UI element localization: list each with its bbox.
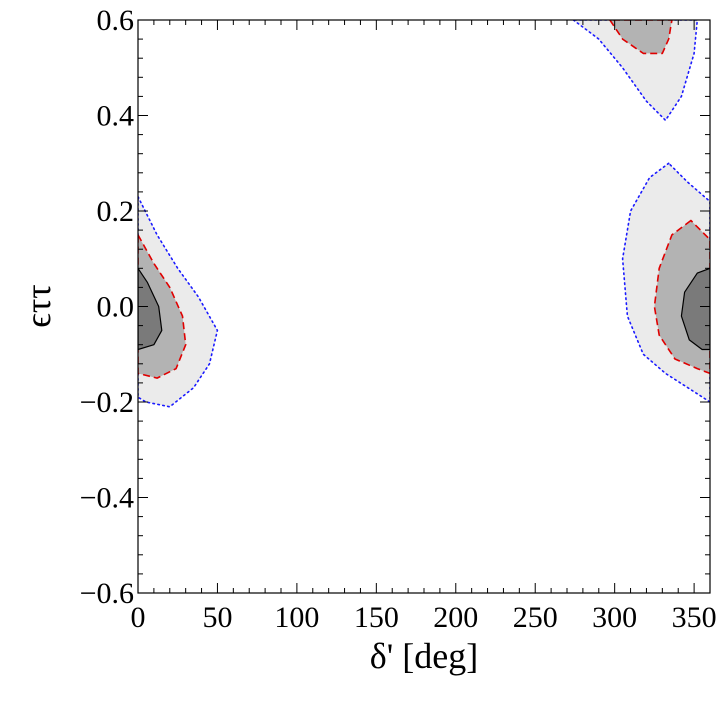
contour-regions [138, 20, 710, 408]
x-tick-label: 100 [274, 601, 319, 634]
y-tick-label: −0.4 [80, 482, 134, 515]
x-tick-label: 300 [592, 601, 637, 634]
x-tick-label: 250 [513, 601, 558, 634]
x-tick-label: 0 [131, 601, 146, 634]
y-tick-label: 0.2 [97, 195, 135, 228]
inner-confidence-region-1 [138, 267, 163, 351]
x-tick-label: 350 [672, 601, 717, 634]
x-axis-label: δ' [deg] [370, 636, 478, 676]
axis-ticks [137, 19, 711, 594]
y-tick-label: 0.6 [97, 4, 135, 37]
inner-confidence-region-2 [680, 267, 710, 351]
x-tick-label: 200 [433, 601, 478, 634]
y-axis-label: ϵττ [18, 284, 58, 328]
y-tick-label: −0.6 [80, 577, 134, 610]
x-tick-label: 150 [354, 601, 399, 634]
plot-frame [137, 19, 711, 594]
x-tick-label: 50 [202, 601, 232, 634]
middle-confidence-region-3 [609, 20, 673, 55]
tick-labels: 0 50 100 150 200 250 300 350 −0.6 −0.4 −0.2 0.0 0.2 0… [80, 4, 717, 634]
y-tick-label: 0.4 [97, 100, 135, 133]
y-tick-label: −0.2 [80, 386, 134, 419]
y-tick-label: 0.0 [97, 291, 135, 324]
outer-confidence-region-3 [572, 20, 699, 122]
